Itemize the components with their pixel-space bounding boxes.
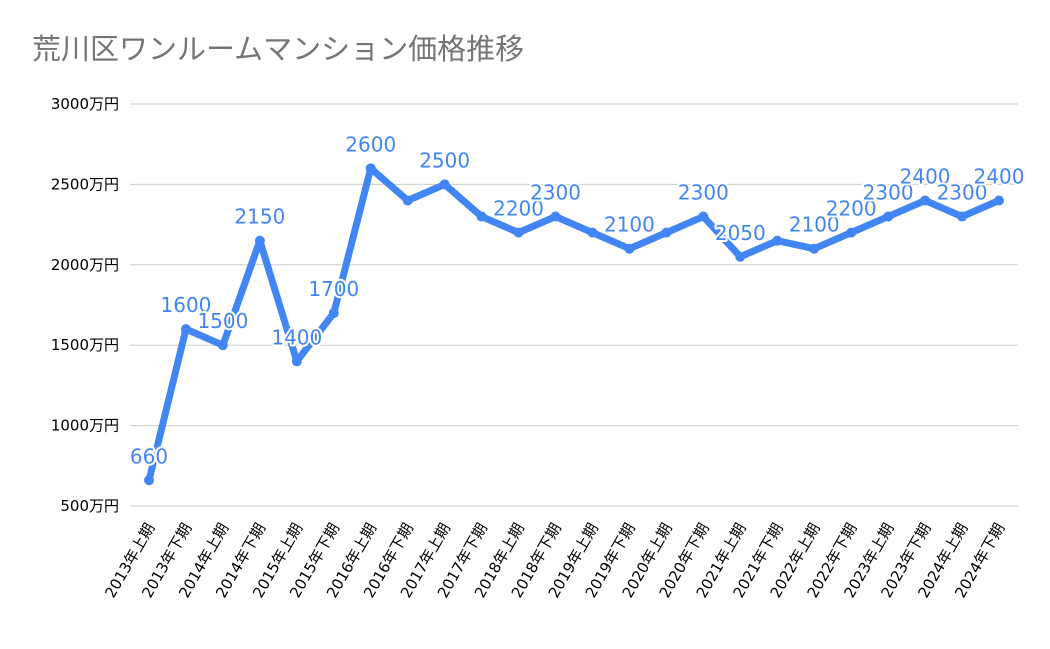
data-point — [994, 195, 1004, 206]
data-point — [846, 227, 857, 238]
data-point — [402, 195, 413, 206]
data-point — [144, 475, 154, 486]
data-point — [809, 243, 820, 254]
data-label: 2100 — [604, 213, 655, 237]
data-label-halo: 2400 — [974, 164, 1025, 188]
data-label-halo: 2200 — [493, 197, 544, 221]
data-label-halo: 1600 — [161, 293, 212, 317]
data-label: 2600 — [345, 132, 396, 156]
y-tick-label: 3000万円 — [51, 95, 119, 113]
data-label: 660 — [130, 444, 168, 468]
data-label-halo: 2500 — [419, 148, 470, 172]
data-label-halo: 2400 — [900, 164, 951, 188]
data-point — [550, 211, 561, 222]
data-label: 2400 — [974, 164, 1025, 188]
data-label: 1700 — [308, 277, 359, 301]
data-label-halo: 2300 — [530, 181, 581, 205]
data-label: 2300 — [863, 181, 914, 205]
data-point — [328, 308, 339, 319]
data-point — [180, 324, 191, 335]
data-label: 1500 — [197, 309, 248, 333]
y-tick-label: 1500万円 — [51, 336, 119, 354]
y-tick-label: 2500万円 — [51, 175, 119, 193]
data-point — [624, 243, 635, 254]
data-point — [883, 211, 894, 222]
data-label: 2150 — [234, 205, 285, 229]
x-axis-labels: 2013年上期2013年下期2014年上期2014年下期2015年上期2015年… — [101, 520, 1008, 601]
series-line — [145, 164, 1003, 484]
data-label-halo: 2050 — [715, 221, 766, 245]
series-layer — [144, 163, 1004, 486]
data-label: 2400 — [900, 164, 951, 188]
data-label-halo: 2150 — [234, 205, 285, 229]
data-point — [957, 211, 968, 222]
data-label-halo: 2100 — [789, 213, 840, 237]
data-point — [772, 235, 783, 246]
data-label-halo: 2300 — [678, 181, 729, 205]
data-label: 2500 — [419, 148, 470, 172]
data-label-halo: 1700 — [308, 277, 359, 301]
data-label-halo: 2300 — [937, 181, 988, 205]
data-point — [291, 356, 302, 367]
chart-title: 荒川区ワンルームマンション価格推移 — [32, 32, 525, 66]
data-point — [365, 163, 376, 174]
data-point — [698, 211, 709, 222]
data-point — [476, 211, 487, 222]
data-label: 2300 — [530, 181, 581, 205]
data-label-halo: 1500 — [197, 309, 248, 333]
data-labels: 6606601600160015001500215021501400140017… — [128, 130, 1027, 470]
data-label: 2200 — [493, 197, 544, 221]
y-axis-labels: 500万円 1000万円 1500万円 2000万円 2500万円 3000万円 — [51, 95, 119, 515]
data-label: 2100 — [789, 213, 840, 237]
data-label: 1600 — [161, 293, 212, 317]
data-label: 2300 — [937, 181, 988, 205]
y-tick-label: 1000万円 — [51, 417, 119, 435]
data-label-halo: 2100 — [604, 213, 655, 237]
data-label-halo: 2200 — [826, 197, 877, 221]
data-point — [735, 251, 746, 262]
data-label: 1400 — [271, 325, 322, 349]
y-tick-label: 2000万円 — [51, 256, 119, 274]
data-label-halo: 2300 — [863, 181, 914, 205]
data-label-halo: 660 — [130, 444, 168, 468]
data-point — [217, 340, 228, 351]
y-tick-label: 500万円 — [60, 497, 119, 515]
data-point — [661, 227, 672, 238]
data-label: 2050 — [715, 221, 766, 245]
data-point — [439, 179, 450, 190]
gridlines — [130, 103, 1018, 507]
data-point — [513, 227, 524, 238]
data-label-halo: 1400 — [271, 325, 322, 349]
data-label: 2200 — [826, 197, 877, 221]
data-label: 2300 — [678, 181, 729, 205]
data-point — [920, 195, 931, 206]
data-point — [587, 227, 598, 238]
data-label-halo: 2600 — [345, 132, 396, 156]
data-point — [254, 235, 265, 246]
